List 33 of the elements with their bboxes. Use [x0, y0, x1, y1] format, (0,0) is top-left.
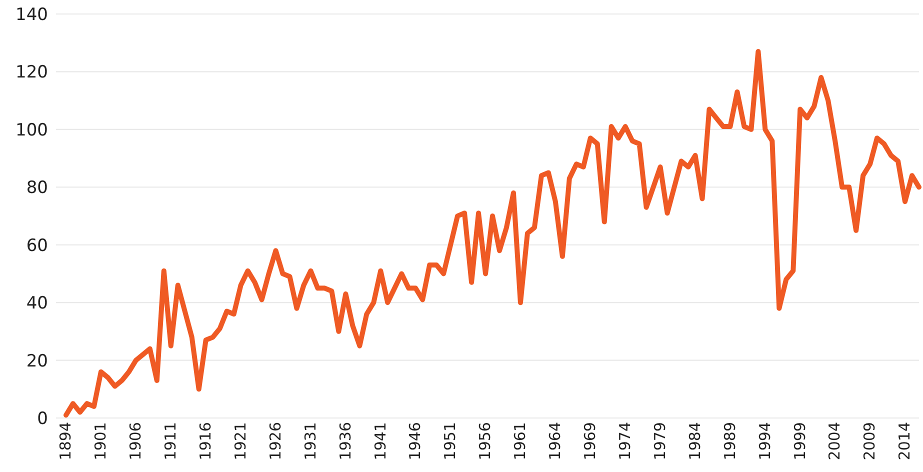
y-tick-label: 20	[26, 351, 48, 372]
x-tick-label: 1906	[126, 422, 145, 460]
x-tick-label: 1921	[231, 422, 250, 460]
x-tick-label: 1974	[616, 422, 634, 460]
x-tick-label: 1926	[266, 422, 284, 460]
y-tick-label: 140	[16, 5, 48, 26]
y-tick-label: 120	[16, 62, 48, 83]
y-tick-label: 60	[26, 236, 48, 256]
x-tick-label: 1946	[406, 422, 424, 460]
y-tick-label: 0	[37, 409, 48, 430]
x-tick-label: 2004	[826, 422, 844, 460]
x-tick-label: 1964	[546, 422, 564, 460]
x-tick-label: 2014	[896, 422, 914, 460]
x-tick-label: 1979	[650, 422, 669, 460]
x-tick-label: 1916	[196, 422, 214, 460]
x-tick-label: 1999	[790, 422, 809, 460]
x-tick-label: 1984	[686, 422, 704, 460]
x-tick-label: 1901	[92, 422, 110, 460]
x-tick-label: 1894	[56, 422, 75, 460]
x-tick-label: 1911	[162, 422, 180, 460]
x-tick-label: 1936	[336, 422, 354, 460]
x-tick-label: 1951	[441, 422, 460, 460]
x-tick-label: 2009	[860, 422, 879, 460]
x-tick-label: 1961	[511, 422, 530, 460]
x-tick-label: 1956	[476, 422, 494, 460]
x-tick-label: 1941	[371, 422, 390, 460]
x-tick-label: 1931	[301, 422, 320, 460]
x-tick-label: 1989	[720, 422, 739, 460]
y-tick-label: 100	[16, 120, 48, 140]
x-tick-label: 1994	[756, 422, 774, 460]
y-tick-label: 40	[26, 294, 48, 314]
y-tick-label: 80	[26, 178, 48, 198]
x-tick-label: 1969	[581, 422, 600, 460]
